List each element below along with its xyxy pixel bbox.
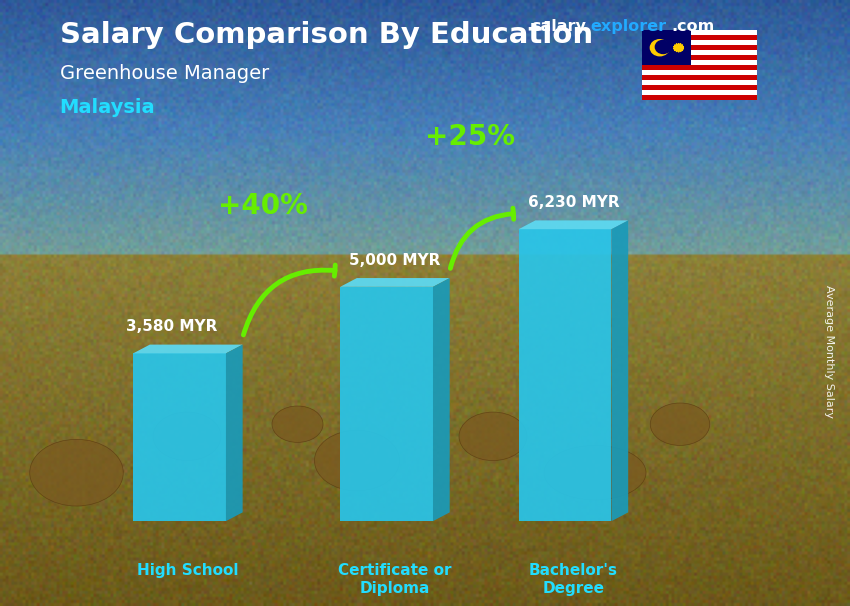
Text: High School: High School — [137, 564, 239, 578]
Bar — [642, 40, 756, 45]
Bar — [642, 75, 756, 80]
Text: .com: .com — [672, 19, 715, 35]
Polygon shape — [226, 345, 242, 521]
Bar — [642, 95, 756, 100]
Text: 6,230 MYR: 6,230 MYR — [528, 195, 620, 210]
Polygon shape — [518, 221, 628, 229]
Bar — [642, 65, 756, 70]
Text: Greenhouse Manager: Greenhouse Manager — [60, 64, 269, 82]
Ellipse shape — [314, 430, 400, 491]
Bar — [642, 70, 756, 75]
Bar — [340, 287, 433, 521]
Text: salary: salary — [531, 19, 586, 35]
Ellipse shape — [272, 406, 323, 442]
Bar — [642, 90, 756, 95]
Text: explorer: explorer — [591, 19, 667, 35]
Ellipse shape — [459, 412, 527, 461]
Bar — [133, 353, 226, 521]
Bar — [642, 30, 691, 65]
Text: Certificate or
Diploma: Certificate or Diploma — [338, 564, 451, 596]
Text: Malaysia: Malaysia — [60, 98, 155, 117]
Ellipse shape — [544, 445, 646, 500]
Polygon shape — [340, 278, 450, 287]
Ellipse shape — [30, 439, 123, 506]
Polygon shape — [133, 345, 242, 353]
Polygon shape — [673, 43, 684, 52]
Text: Bachelor's
Degree: Bachelor's Degree — [529, 564, 618, 596]
Bar — [642, 45, 756, 50]
Bar — [642, 50, 756, 55]
Text: +25%: +25% — [425, 123, 515, 151]
Text: 3,580 MYR: 3,580 MYR — [126, 319, 218, 334]
Bar — [642, 55, 756, 60]
Ellipse shape — [153, 412, 221, 461]
Bar — [642, 30, 756, 35]
Bar — [642, 85, 756, 90]
Text: Average Monthly Salary: Average Monthly Salary — [824, 285, 834, 418]
Bar — [642, 80, 756, 85]
Text: 5,000 MYR: 5,000 MYR — [349, 253, 440, 267]
Text: +40%: +40% — [218, 192, 308, 220]
Bar — [642, 60, 756, 65]
Polygon shape — [433, 278, 450, 521]
Text: Salary Comparison By Education: Salary Comparison By Education — [60, 21, 592, 49]
Circle shape — [650, 40, 669, 56]
Circle shape — [655, 41, 671, 53]
Ellipse shape — [650, 403, 710, 445]
Bar — [518, 229, 611, 521]
Polygon shape — [611, 221, 628, 521]
Bar — [642, 35, 756, 40]
